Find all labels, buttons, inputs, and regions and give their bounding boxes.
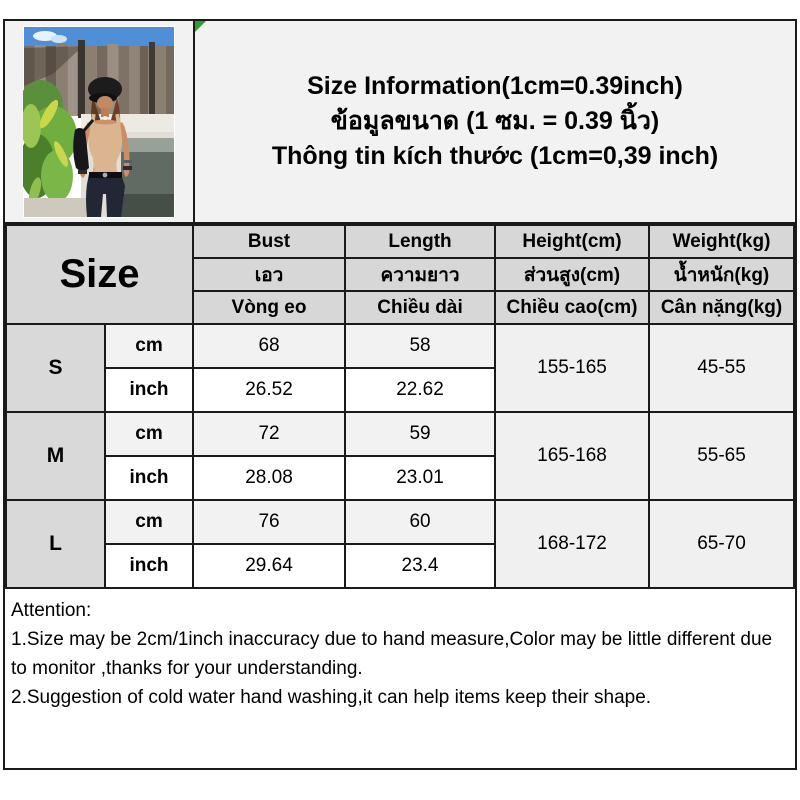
header-row-vi: Vòng eo Chiều dài Chiều cao(cm) Cân nặng… bbox=[6, 290, 795, 325]
product-photo bbox=[19, 25, 175, 218]
col-weight-th: น้ำหนัก(kg) bbox=[648, 257, 795, 292]
title-english: Size Information(1cm=0.39inch) bbox=[307, 72, 683, 100]
attention-section: Attention: 1.Size may be 2cm/1inch inacc… bbox=[5, 589, 795, 768]
value-length-inch: 23.4 bbox=[344, 543, 497, 589]
row-l-inch: inch 29.64 23.4 bbox=[6, 543, 794, 589]
row-m-cm: M cm 72 59 165-168 55-65 bbox=[5, 411, 795, 501]
row-l-cm: L cm 76 60 168-172 65-70 bbox=[5, 499, 795, 589]
title-vietnamese: Thông tin kích thước (1cm=0,39 inch) bbox=[271, 142, 719, 170]
value-length-inch: 22.62 bbox=[344, 367, 497, 413]
col-weight-en: Weight(kg) bbox=[648, 224, 795, 259]
row-s-cm: S cm 68 58 155-165 45-55 bbox=[5, 323, 795, 413]
size-header: Size bbox=[4, 224, 195, 325]
col-bust-th: เอว bbox=[192, 257, 347, 292]
value-length-cm: 58 bbox=[344, 323, 497, 369]
value-length-cm: 60 bbox=[344, 499, 497, 545]
col-length-th: ความยาว bbox=[344, 257, 497, 292]
cell-flag-icon bbox=[195, 21, 206, 32]
value-length-cm: 59 bbox=[344, 411, 497, 457]
value-bust-inch: 26.52 bbox=[192, 367, 347, 413]
size-table: Size Bust Length Height(cm) Weight(kg) เ… bbox=[4, 224, 795, 589]
value-weight: 55-65 bbox=[648, 411, 795, 501]
value-weight: 65-70 bbox=[648, 499, 795, 589]
header-row-en: Size Bust Length Height(cm) Weight(kg) bbox=[4, 224, 795, 325]
unit-cell-inch: inch bbox=[103, 455, 195, 501]
value-length-inch: 23.01 bbox=[344, 455, 497, 501]
title-cell: Size Information(1cm=0.39inch) ข้อมูลขนา… bbox=[195, 21, 795, 222]
value-bust-cm: 72 bbox=[192, 411, 347, 457]
value-height: 168-172 bbox=[494, 499, 651, 589]
title-thai: ข้อมูลขนาด (1 ซม. = 0.39 นิ้ว) bbox=[330, 107, 660, 135]
row-s-inch: inch 26.52 22.62 bbox=[6, 367, 794, 413]
value-bust-cm: 76 bbox=[192, 499, 347, 545]
top-section: Size Information(1cm=0.39inch) ข้อมูลขนา… bbox=[5, 21, 795, 224]
value-height: 165-168 bbox=[494, 411, 651, 501]
photo-cell bbox=[5, 21, 195, 222]
col-length-en: Length bbox=[344, 224, 497, 259]
header-row-th: เอว ความยาว ส่วนสูง(cm) น้ำหนัก(kg) bbox=[6, 257, 795, 292]
attention-note-1: 1.Size may be 2cm/1inch inaccuracy due t… bbox=[11, 629, 773, 679]
value-bust-inch: 29.64 bbox=[192, 543, 347, 589]
value-bust-inch: 28.08 bbox=[192, 455, 347, 501]
col-length-vi: Chiều dài bbox=[344, 290, 497, 325]
size-cell-s: S bbox=[5, 323, 106, 413]
size-info-sheet: Size Information(1cm=0.39inch) ข้อมูลขนา… bbox=[3, 19, 797, 770]
value-height: 155-165 bbox=[494, 323, 651, 413]
value-bust-cm: 68 bbox=[192, 323, 347, 369]
col-height-en: Height(cm) bbox=[494, 224, 651, 259]
size-cell-l: L bbox=[5, 499, 106, 589]
attention-note-2: 2.Suggestion of cold water hand washing,… bbox=[11, 687, 652, 708]
col-height-th: ส่วนสูง(cm) bbox=[494, 257, 651, 292]
unit-cell-cm: cm bbox=[103, 411, 195, 457]
unit-cell-cm: cm bbox=[103, 499, 195, 545]
model-photo-illustration bbox=[19, 25, 175, 218]
attention-heading: Attention: bbox=[11, 600, 92, 621]
unit-cell-cm: cm bbox=[103, 323, 195, 369]
unit-cell-inch: inch bbox=[103, 543, 195, 589]
col-bust-vi: Vòng eo bbox=[192, 290, 347, 325]
size-cell-m: M bbox=[5, 411, 106, 501]
row-m-inch: inch 28.08 23.01 bbox=[6, 455, 794, 501]
col-weight-vi: Cân nặng(kg) bbox=[648, 290, 795, 325]
value-weight: 45-55 bbox=[648, 323, 795, 413]
col-bust-en: Bust bbox=[192, 224, 347, 259]
unit-cell-inch: inch bbox=[103, 367, 195, 413]
col-height-vi: Chiều cao(cm) bbox=[494, 290, 651, 325]
